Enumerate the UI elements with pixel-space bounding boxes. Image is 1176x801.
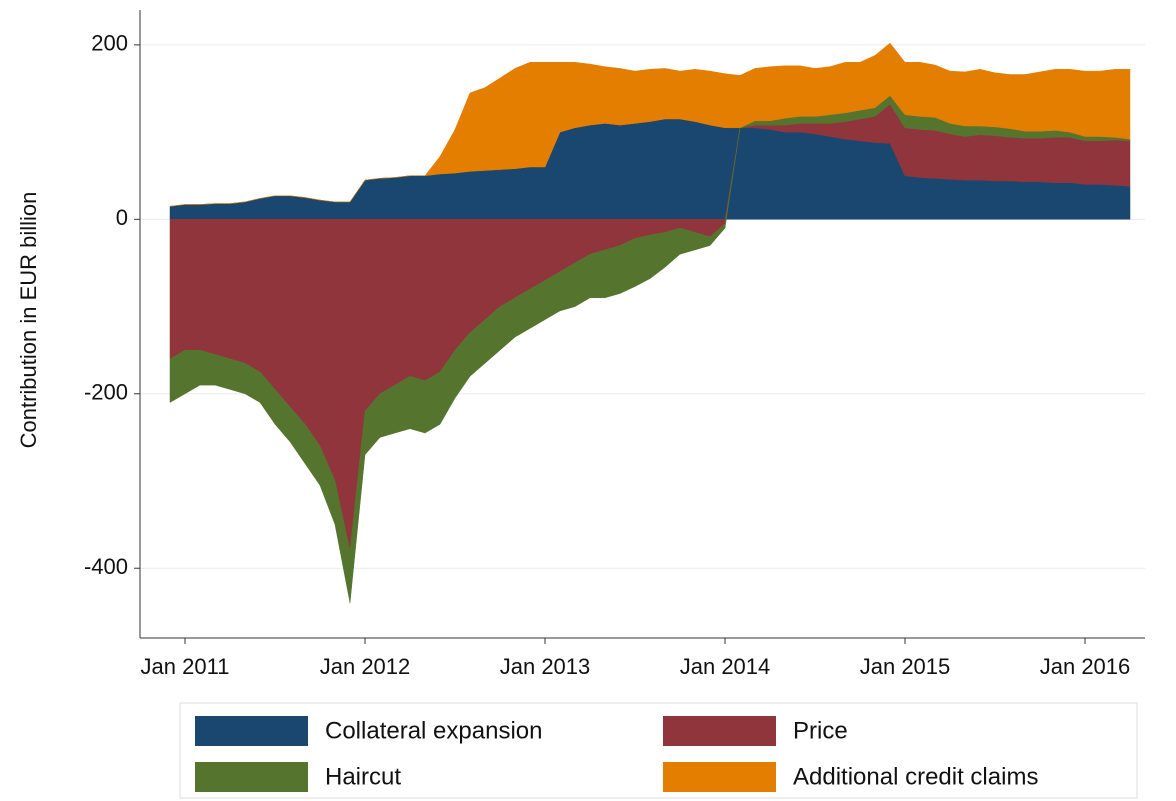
legend-box bbox=[179, 702, 1138, 799]
x-tick-label: Jan 2011 bbox=[141, 654, 230, 679]
y-axis-label: Contribution in EUR billion bbox=[16, 192, 41, 449]
legend-swatch bbox=[195, 716, 308, 746]
y-tick-label: 0 bbox=[116, 205, 128, 230]
legend-label: Price bbox=[793, 717, 848, 744]
y-tick-label: -200 bbox=[84, 380, 128, 405]
area bbox=[169, 42, 1131, 207]
legend-label: Collateral expansion bbox=[325, 717, 542, 744]
x-tick-label: Jan 2014 bbox=[680, 654, 771, 679]
legend-swatch bbox=[663, 762, 776, 792]
x-tick-label: Jan 2013 bbox=[500, 654, 591, 679]
x-tick-label: Jan 2016 bbox=[1040, 654, 1131, 679]
legend-label: Additional credit claims bbox=[793, 763, 1038, 790]
legend-swatch bbox=[663, 716, 776, 746]
y-tick-label: 200 bbox=[91, 31, 128, 56]
area bbox=[169, 95, 1131, 604]
legend: Collateral expansion Price Haircut Addition… bbox=[195, 716, 1038, 792]
legend-label: Haircut bbox=[325, 763, 401, 790]
y-tick-label: -400 bbox=[84, 554, 128, 579]
legend-swatch bbox=[195, 762, 308, 792]
x-tick-label: Jan 2012 bbox=[320, 654, 411, 679]
x-tick-label: Jan 2015 bbox=[860, 654, 951, 679]
